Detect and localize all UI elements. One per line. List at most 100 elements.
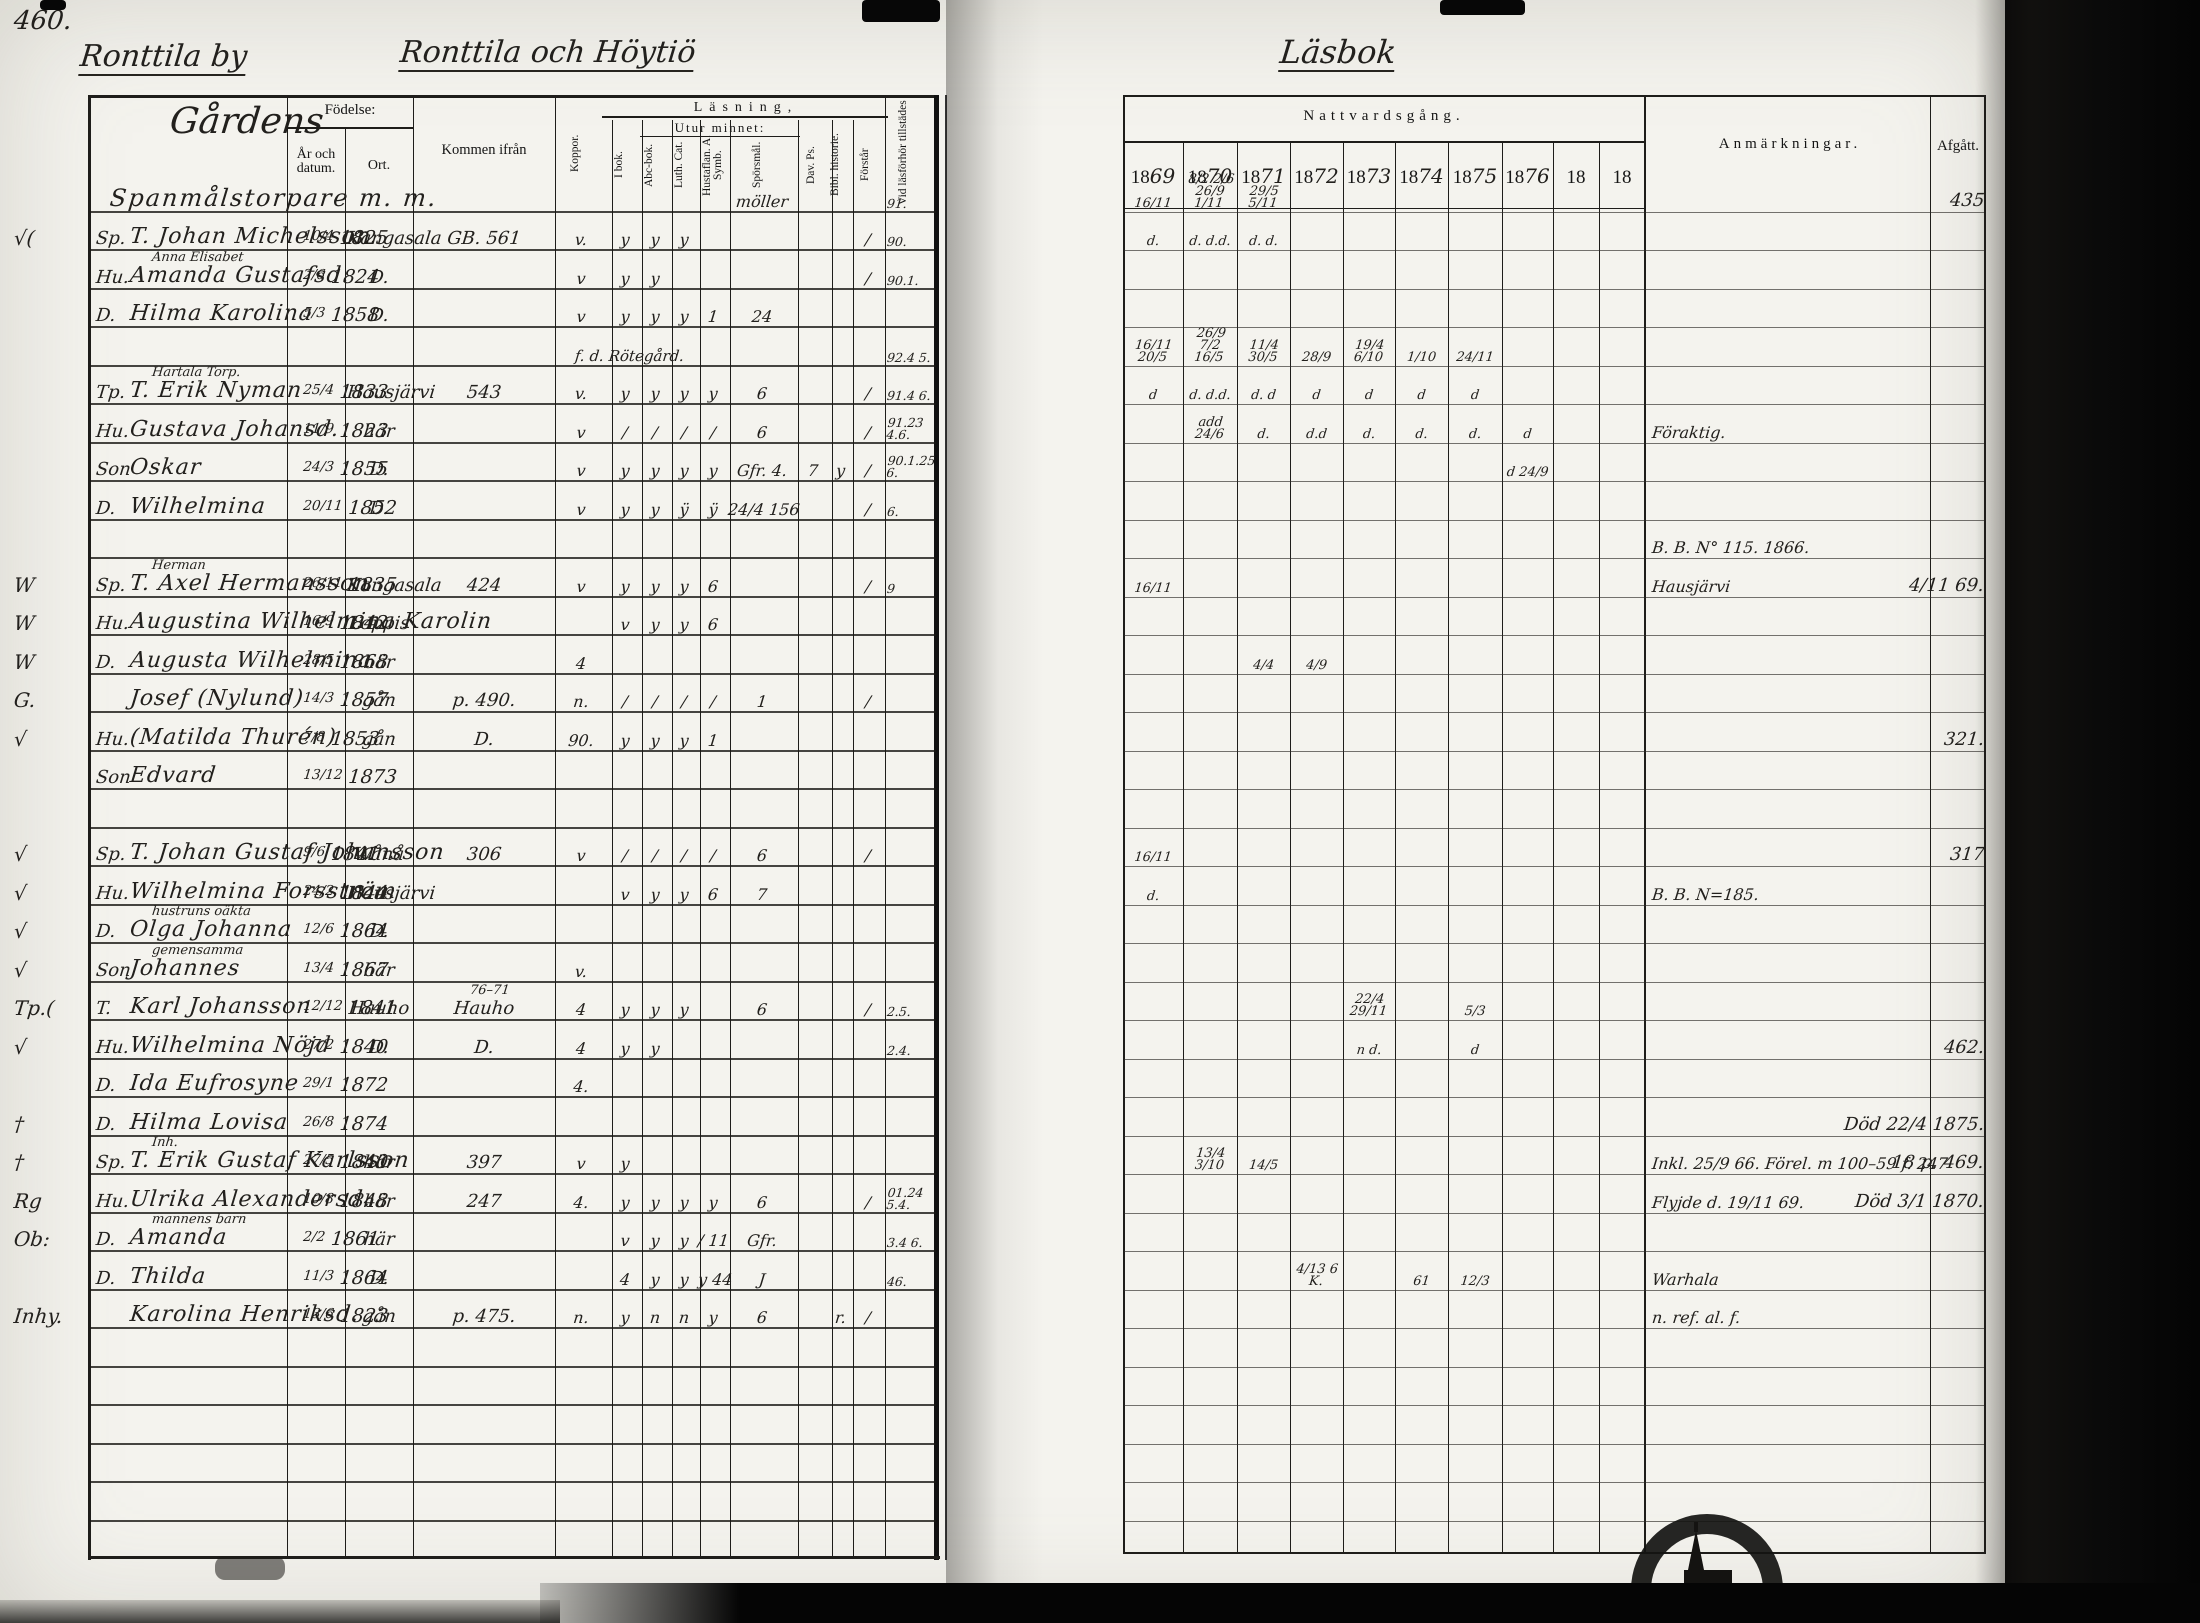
row-rule-left xyxy=(90,942,936,944)
birth-place: D. xyxy=(368,305,390,326)
communion-mark: 16/11 xyxy=(1133,850,1173,865)
communion-mark: 19/4 6/10 xyxy=(1353,337,1386,365)
communion-mark: d xyxy=(1364,388,1374,403)
row-rule-right xyxy=(1124,288,1984,290)
table-row: √ Son Johannes gemensamma 13/4 1867 här v. xyxy=(0,943,2200,983)
row-rule-right xyxy=(1124,1482,1984,1483)
reading-mark: / xyxy=(864,1308,872,1327)
row-rule-left xyxy=(90,634,936,636)
above-note: Hartala Torp. xyxy=(151,365,242,380)
reading-mark: 24/4 156 xyxy=(727,499,801,519)
grid-line xyxy=(1123,141,1645,143)
fodelse-label: Födelse: xyxy=(324,102,376,118)
row-rule-right xyxy=(1124,558,1984,559)
reading-mark: y xyxy=(649,1038,661,1058)
reading-mark: y xyxy=(619,230,631,249)
above-note: mannens barn xyxy=(151,1212,248,1227)
row-rule-left xyxy=(90,518,936,521)
reading-mark: y xyxy=(619,730,631,750)
paper-page xyxy=(0,0,2005,1623)
reading-mark: / xyxy=(864,268,872,288)
table-row: G. Josef (Nylund) 14/3 1857 gån p. 490. n. / / /… xyxy=(0,674,2200,713)
communion-mark: d 24/9 xyxy=(1505,465,1550,480)
grid-line xyxy=(1123,208,1645,210)
communion-mark: add 24/6 xyxy=(1194,414,1225,442)
communion-mark: d. xyxy=(1256,426,1271,442)
table-row xyxy=(0,1329,2200,1368)
afgatt-value: 18 p. 469. xyxy=(1891,1152,1986,1173)
margin-note: G. xyxy=(12,688,37,712)
grid-line xyxy=(672,120,674,1556)
grid-line xyxy=(345,128,347,1556)
reading-mark: v xyxy=(575,268,587,288)
reading-mark: y xyxy=(678,730,690,750)
reading-mark: v xyxy=(575,307,587,326)
year-header: 1869 xyxy=(1130,164,1176,188)
reading-mark: 6 xyxy=(706,615,720,634)
person-prefix: D. xyxy=(94,1267,117,1289)
person-name: Hilma Lovisa xyxy=(128,1109,290,1135)
grid-line xyxy=(730,120,732,1556)
remark: n. ref. al. f. xyxy=(1651,1308,1742,1327)
row-rule-right xyxy=(1124,1443,1984,1445)
person-prefix: D. xyxy=(94,651,117,673)
tillstades-value: 91. xyxy=(886,195,908,211)
afgatt-label: Afgått. xyxy=(1936,138,1980,154)
person-prefix: Son xyxy=(94,959,132,981)
remark: Hausjärvi xyxy=(1651,576,1732,596)
scan-ink-blot-top-2 xyxy=(1440,0,1525,15)
reading-mark: 4 xyxy=(618,1269,632,1289)
reading-mark: ÿ xyxy=(707,499,719,519)
reading-mark: y xyxy=(649,1269,661,1289)
kommen-ifran-label: Kommen ifrån xyxy=(441,142,527,158)
communion-mark: d. xyxy=(1362,426,1377,442)
reading-mark: y xyxy=(707,384,719,403)
row-rule-left xyxy=(90,249,936,251)
grid-line xyxy=(1448,141,1450,1552)
row-rule-left xyxy=(90,711,936,713)
person-name: Edvard xyxy=(128,763,218,788)
reading-mark: 4 xyxy=(574,653,588,673)
reading-mark: / xyxy=(651,692,659,711)
came-from: 397 xyxy=(465,1152,503,1173)
table-row: Hu. Gustava Johansd. 11/9 1823 här v / / //6/91… xyxy=(0,405,2200,444)
row-rule-left xyxy=(90,1057,936,1060)
came-from: 247 xyxy=(465,1190,503,1212)
reading-mark: y xyxy=(649,499,661,519)
year-header: 1872 xyxy=(1294,164,1339,188)
reading-mark: y xyxy=(619,1000,631,1019)
grid-line xyxy=(700,120,702,1556)
row-rule-left xyxy=(90,403,936,405)
row-rule-right xyxy=(1124,519,1984,521)
reading-mark: y xyxy=(678,307,690,326)
reading-mark: / xyxy=(864,692,872,711)
tillstades-value: 2.4. xyxy=(886,1042,912,1058)
came-from: GB. 561 xyxy=(446,228,522,249)
table-row xyxy=(0,1444,2200,1483)
fodelse-ort-label: Ort. xyxy=(367,158,391,173)
reading-mark: v xyxy=(619,884,631,904)
reading-mark: y xyxy=(649,884,661,904)
year-header: 1873 xyxy=(1346,164,1392,188)
remark: Flyjde d. 19/11 69. xyxy=(1651,1192,1806,1212)
grid-line xyxy=(1930,95,1932,1554)
row-rule-left xyxy=(90,1365,936,1368)
margin-note: √ xyxy=(12,880,29,905)
scan-edge-right xyxy=(1975,0,2200,1623)
reading-mark: 7 xyxy=(755,884,769,904)
above-note: Inh. xyxy=(151,1135,179,1150)
reading-mark: 90. xyxy=(567,730,595,750)
reading-mark: n. xyxy=(572,692,590,711)
margin-note: √ xyxy=(12,726,29,751)
row-rule-right xyxy=(1124,981,1984,983)
row-rule-left xyxy=(90,788,936,790)
row-rule-left xyxy=(90,1250,936,1252)
reading-mark: / xyxy=(709,846,717,865)
reading-mark: y xyxy=(649,268,661,288)
table-row xyxy=(0,1406,2200,1445)
reading-mark: v xyxy=(575,422,587,442)
reading-mark: v xyxy=(619,615,631,634)
reading-mark: / xyxy=(709,422,717,442)
grid-line xyxy=(88,1556,940,1559)
table-row: † D. Hilma Lovisa 26/8 1874 Död 22/4 1875. xyxy=(0,1098,2200,1137)
